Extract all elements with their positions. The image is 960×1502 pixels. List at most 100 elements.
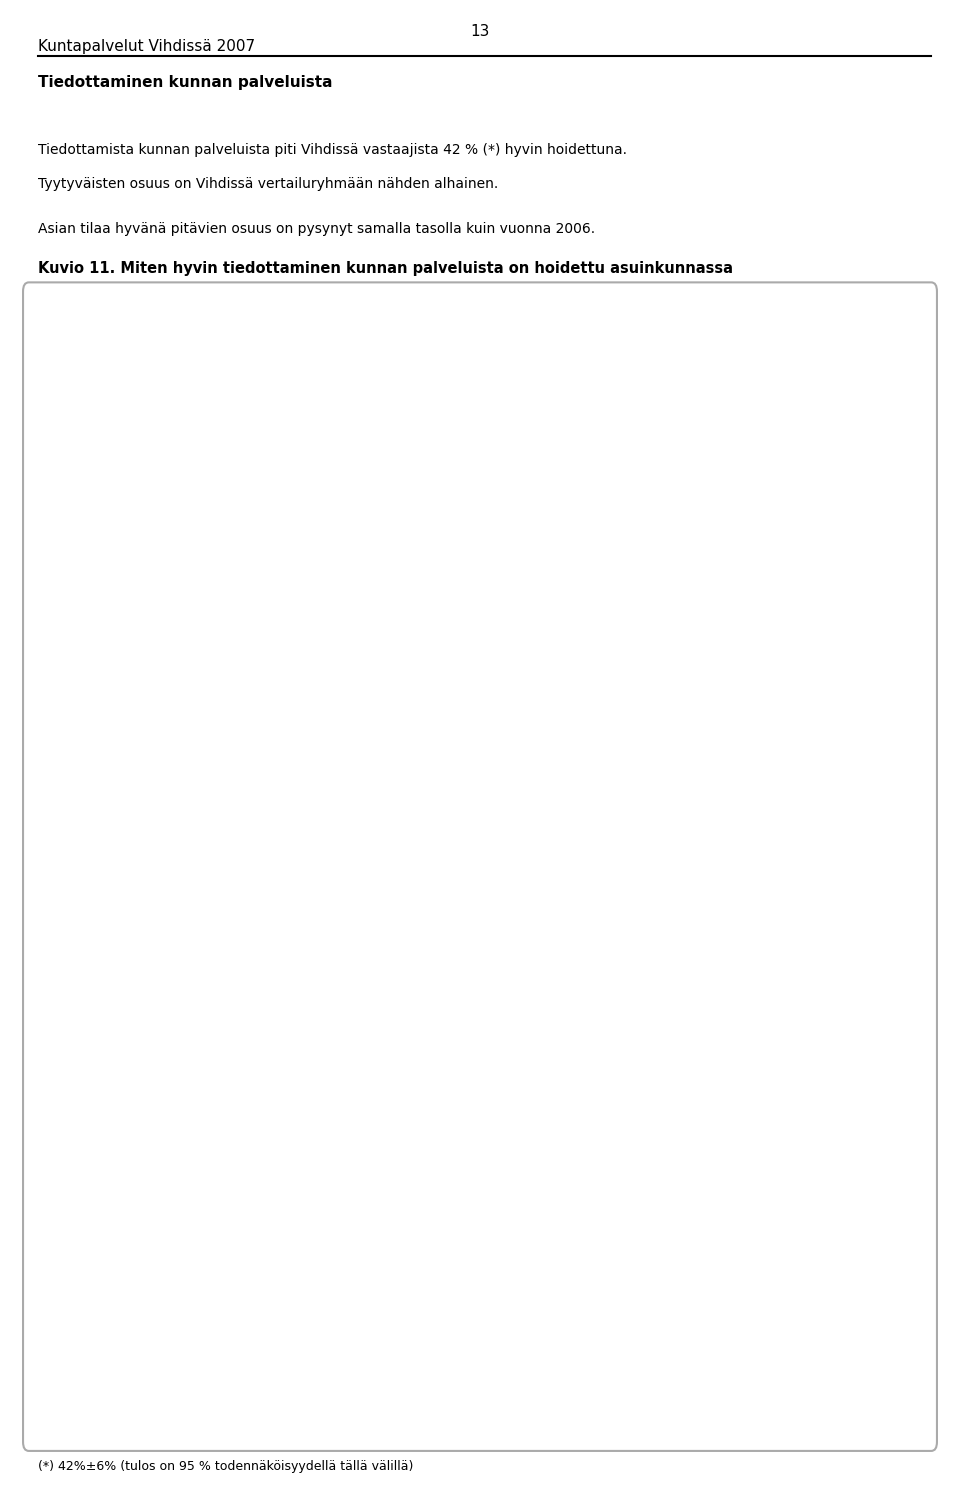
Text: 18: 18	[851, 1074, 867, 1086]
Bar	[350, 318, 386, 357]
Text: Kerava,2006, n=325
ka.=3,68: Kerava,2006, n=325 ka.=3,68	[129, 1066, 250, 1093]
Text: 59: 59	[455, 817, 471, 831]
Bar	[750, 988, 910, 1041]
Text: Järvenpää,2005,
n=222 ka.=3,3: Järvenpää,2005, n=222 ka.=3,3	[153, 1000, 250, 1029]
Bar	[274, 1376, 608, 1427]
Bar	[653, 798, 724, 850]
Text: Nummela, 2007,
n=142 ka.=2,92: Nummela, 2007, n=142 ka.=2,92	[152, 488, 250, 517]
Bar	[274, 476, 538, 529]
Text: 24: 24	[831, 1269, 848, 1281]
Bar	[672, 924, 781, 975]
Bar	[274, 1054, 705, 1105]
Text: Tiedottaminen kunnan palveluista: Tiedottaminen kunnan palveluista	[38, 75, 333, 90]
Text: 13: 13	[470, 24, 490, 39]
Text: 18: 18	[697, 1269, 712, 1281]
Text: 38: 38	[786, 562, 803, 574]
Text: 44: 44	[767, 626, 783, 640]
Text: 15: 15	[585, 431, 599, 445]
Bar	[647, 1250, 762, 1301]
Bar	[672, 318, 708, 357]
Text: Kuntapalvelut Vihdissä 2007: Kuntapalvelut Vihdissä 2007	[38, 39, 255, 54]
Text: Muu taajama, 2007,
n=63 ka.=3,09: Muu taajama, 2007, n=63 ka.=3,09	[132, 554, 250, 581]
Text: 20: 20	[601, 753, 615, 765]
Bar	[640, 412, 924, 463]
Bar	[274, 924, 672, 975]
Bar	[538, 607, 634, 659]
Text: 67: 67	[481, 1074, 497, 1086]
Text: 15: 15	[578, 626, 593, 640]
Text: 13: 13	[572, 496, 587, 509]
Text: Asian tilaa hyvänä pitävien osuus on pysynyt samalla tasolla kuin vuonna 2006.: Asian tilaa hyvänä pitävien osuus on pys…	[38, 222, 595, 236]
Text: 42: 42	[400, 431, 417, 445]
Text: Kuvio 11. Miten hyvin tiedottaminen kunnan palveluista on hoidettu asuinkunnassa: Kuvio 11. Miten hyvin tiedottaminen kunn…	[38, 261, 733, 276]
Bar	[608, 1376, 724, 1427]
Text: Huonosti: Huonosti	[717, 329, 777, 341]
Text: 18: 18	[659, 1394, 673, 1407]
Text: 45: 45	[410, 1008, 426, 1021]
Text: Haja-asutusalue,
2007, n=88 ka.=2,93: Haja-asutusalue, 2007, n=88 ka.=2,93	[123, 619, 250, 647]
Text: VERTAILUKUNNAT,
ka.=3,37: VERTAILUKUNNAT, ka.=3,37	[129, 1386, 250, 1415]
Bar	[274, 542, 569, 593]
Bar	[274, 1184, 672, 1236]
Text: 41: 41	[397, 496, 414, 509]
Bar	[274, 1250, 647, 1301]
Text: 62: 62	[465, 943, 481, 957]
Text: 62: 62	[465, 1203, 481, 1217]
Bar	[274, 1119, 614, 1172]
Bar	[724, 1376, 910, 1427]
Bar	[634, 607, 917, 659]
Text: 13: 13	[874, 1203, 890, 1217]
Bar	[724, 798, 917, 850]
Text: 15: 15	[745, 1074, 760, 1086]
Text: Espoo,2006, n=874
ka.=3,54: Espoo,2006, n=874 ka.=3,54	[133, 936, 250, 964]
Text: Tiedottamista kunnan palveluista piti Vihdissä vastaajista 42 % (*) hyvin hoidet: Tiedottamista kunnan palveluista piti Vi…	[38, 143, 628, 156]
Text: 24: 24	[831, 1139, 848, 1152]
Text: Vihti, 2006, n=374
ka.=2,99: Vihti, 2006, n=374 ka.=2,99	[138, 745, 250, 772]
Bar	[621, 476, 917, 529]
Text: 44: 44	[774, 431, 790, 445]
Text: Hyvin: Hyvin	[396, 329, 434, 341]
Text: 53: 53	[436, 1139, 452, 1152]
Bar	[705, 1054, 801, 1105]
Bar	[801, 1054, 917, 1105]
Text: 17: 17	[720, 943, 734, 957]
Text: 26: 26	[749, 1203, 763, 1217]
Bar	[840, 1184, 924, 1236]
Bar	[538, 476, 621, 529]
Text: Vertailukunnat: Vertailukunnat	[35, 1066, 48, 1158]
Text: 25: 25	[822, 1008, 838, 1021]
Text: 30: 30	[812, 817, 828, 831]
Bar	[274, 607, 538, 659]
Bar	[274, 798, 653, 850]
Bar	[274, 733, 543, 784]
Text: 41: 41	[397, 626, 414, 640]
Text: 29: 29	[809, 1394, 826, 1407]
Text: (*) 42%±6% (tulos on 95 % todennäköisyydellä tällä välillä): (*) 42%±6% (tulos on 95 % todennäköisyyd…	[38, 1460, 414, 1473]
Text: 29: 29	[649, 1008, 663, 1021]
Text: Vihti 2000, n=350
ka.=3,36: Vihti 2000, n=350 ka.=3,36	[142, 810, 250, 838]
Text: 11: 11	[681, 817, 696, 831]
Bar	[672, 542, 917, 593]
Text: 21: 21	[841, 943, 857, 957]
Text: Ei osaa sanoa: Ei osaa sanoa	[563, 329, 655, 341]
Text: 42: 42	[400, 753, 417, 765]
Text: 58: 58	[452, 1269, 468, 1281]
Text: 16: 16	[613, 562, 629, 574]
Bar	[569, 542, 672, 593]
Bar	[543, 412, 640, 463]
Bar	[672, 733, 924, 784]
Text: 52: 52	[433, 1394, 449, 1407]
Bar	[762, 1119, 917, 1172]
Bar	[614, 1119, 762, 1172]
Text: Nurmijärvi,2005,
n=342 ka.=3,72: Nurmijärvi,2005, n=342 ka.=3,72	[151, 1196, 250, 1224]
Bar	[672, 1184, 840, 1236]
Bar	[762, 1250, 917, 1301]
Bar	[518, 318, 553, 357]
Text: Lohja,2006, n=251
ka.=3,4: Lohja,2006, n=251 ka.=3,4	[137, 1131, 250, 1160]
Bar	[274, 988, 563, 1041]
Text: Tyytyväisten osuus on Vihdissä vertailuryhmään nähden alhainen.: Tyytyväisten osuus on Vihdissä vertailur…	[38, 177, 498, 191]
Text: 46: 46	[414, 562, 430, 574]
Text: 46: 46	[760, 496, 777, 509]
Bar	[781, 924, 917, 975]
Text: Vihti: Vihti	[35, 521, 48, 550]
